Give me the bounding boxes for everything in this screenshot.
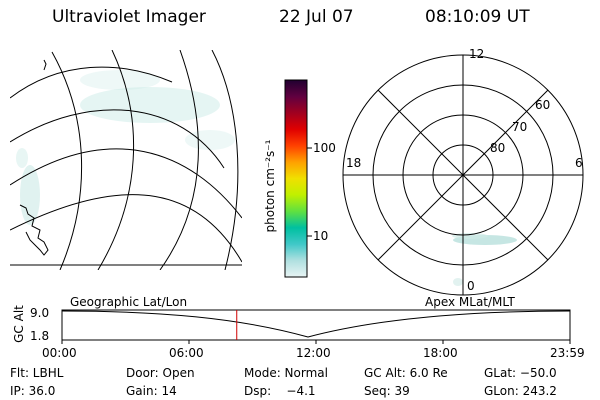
door-info: Door: Open [126, 366, 195, 380]
polar-lat-60: 60 [535, 98, 551, 112]
colorbar-tick-10: 10 [313, 229, 329, 243]
colorbar [284, 79, 312, 278]
orbit-x-tick-0000: 00:00 [42, 346, 77, 360]
polar-lat-80: 80 [490, 141, 506, 155]
coastline [19, 204, 49, 256]
orbit-left-label: Geographic Lat/Lon [70, 295, 188, 309]
orbit-panel [61, 309, 571, 344]
app-title: Ultraviolet Imager [52, 7, 206, 27]
polar-mlt-6: 6 [575, 156, 583, 170]
orbit-right-label: Apex MLat/MLT [425, 295, 515, 309]
polar-mlt-12: 12 [469, 47, 485, 61]
polar-plot [342, 54, 584, 296]
longitude-lines [10, 50, 242, 270]
filter-info: Flt: LBHL [10, 366, 64, 380]
glat-info: GLat: −50.0 [484, 366, 557, 380]
orbit-x-tick-1800: 18:00 [423, 346, 458, 360]
gain-info: Gain: 14 [126, 384, 177, 398]
orbit-y-tick-low: 1.8 [30, 329, 50, 343]
seq-info: Seq: 39 [364, 384, 410, 398]
polar-lat-70: 70 [512, 120, 528, 134]
time-label: 08:10:09 UT [425, 7, 530, 27]
date-label: 22 Jul 07 [279, 7, 354, 27]
colorbar-unit-label: photon cm⁻²s⁻¹ [263, 139, 277, 233]
orbit-x-tick-0600: 06:00 [169, 346, 204, 360]
orbit-y-tick-high: 9.0 [30, 306, 50, 320]
gc-alt-info: GC Alt: 6.0 Re [364, 366, 448, 380]
orbit-x-tick-2359: 23:59 [550, 346, 585, 360]
polar-mlt-18: 18 [346, 156, 362, 170]
altitude-curve [61, 310, 571, 338]
orbit-y-axis-label: GC Alt [12, 305, 26, 343]
dsp-info: Dsp: −4.1 [244, 384, 316, 398]
polar-mlt-0: 0 [467, 279, 475, 293]
map-aurora [16, 70, 235, 225]
glon-info: GLon: 243.2 [484, 384, 557, 398]
geographic-map [10, 50, 242, 270]
colorbar-tick-100: 100 [313, 141, 336, 155]
orbit-x-tick-1200: 12:00 [296, 346, 331, 360]
mode-info: Mode: Normal [244, 366, 328, 380]
ip-info: IP: 36.0 [10, 384, 56, 398]
